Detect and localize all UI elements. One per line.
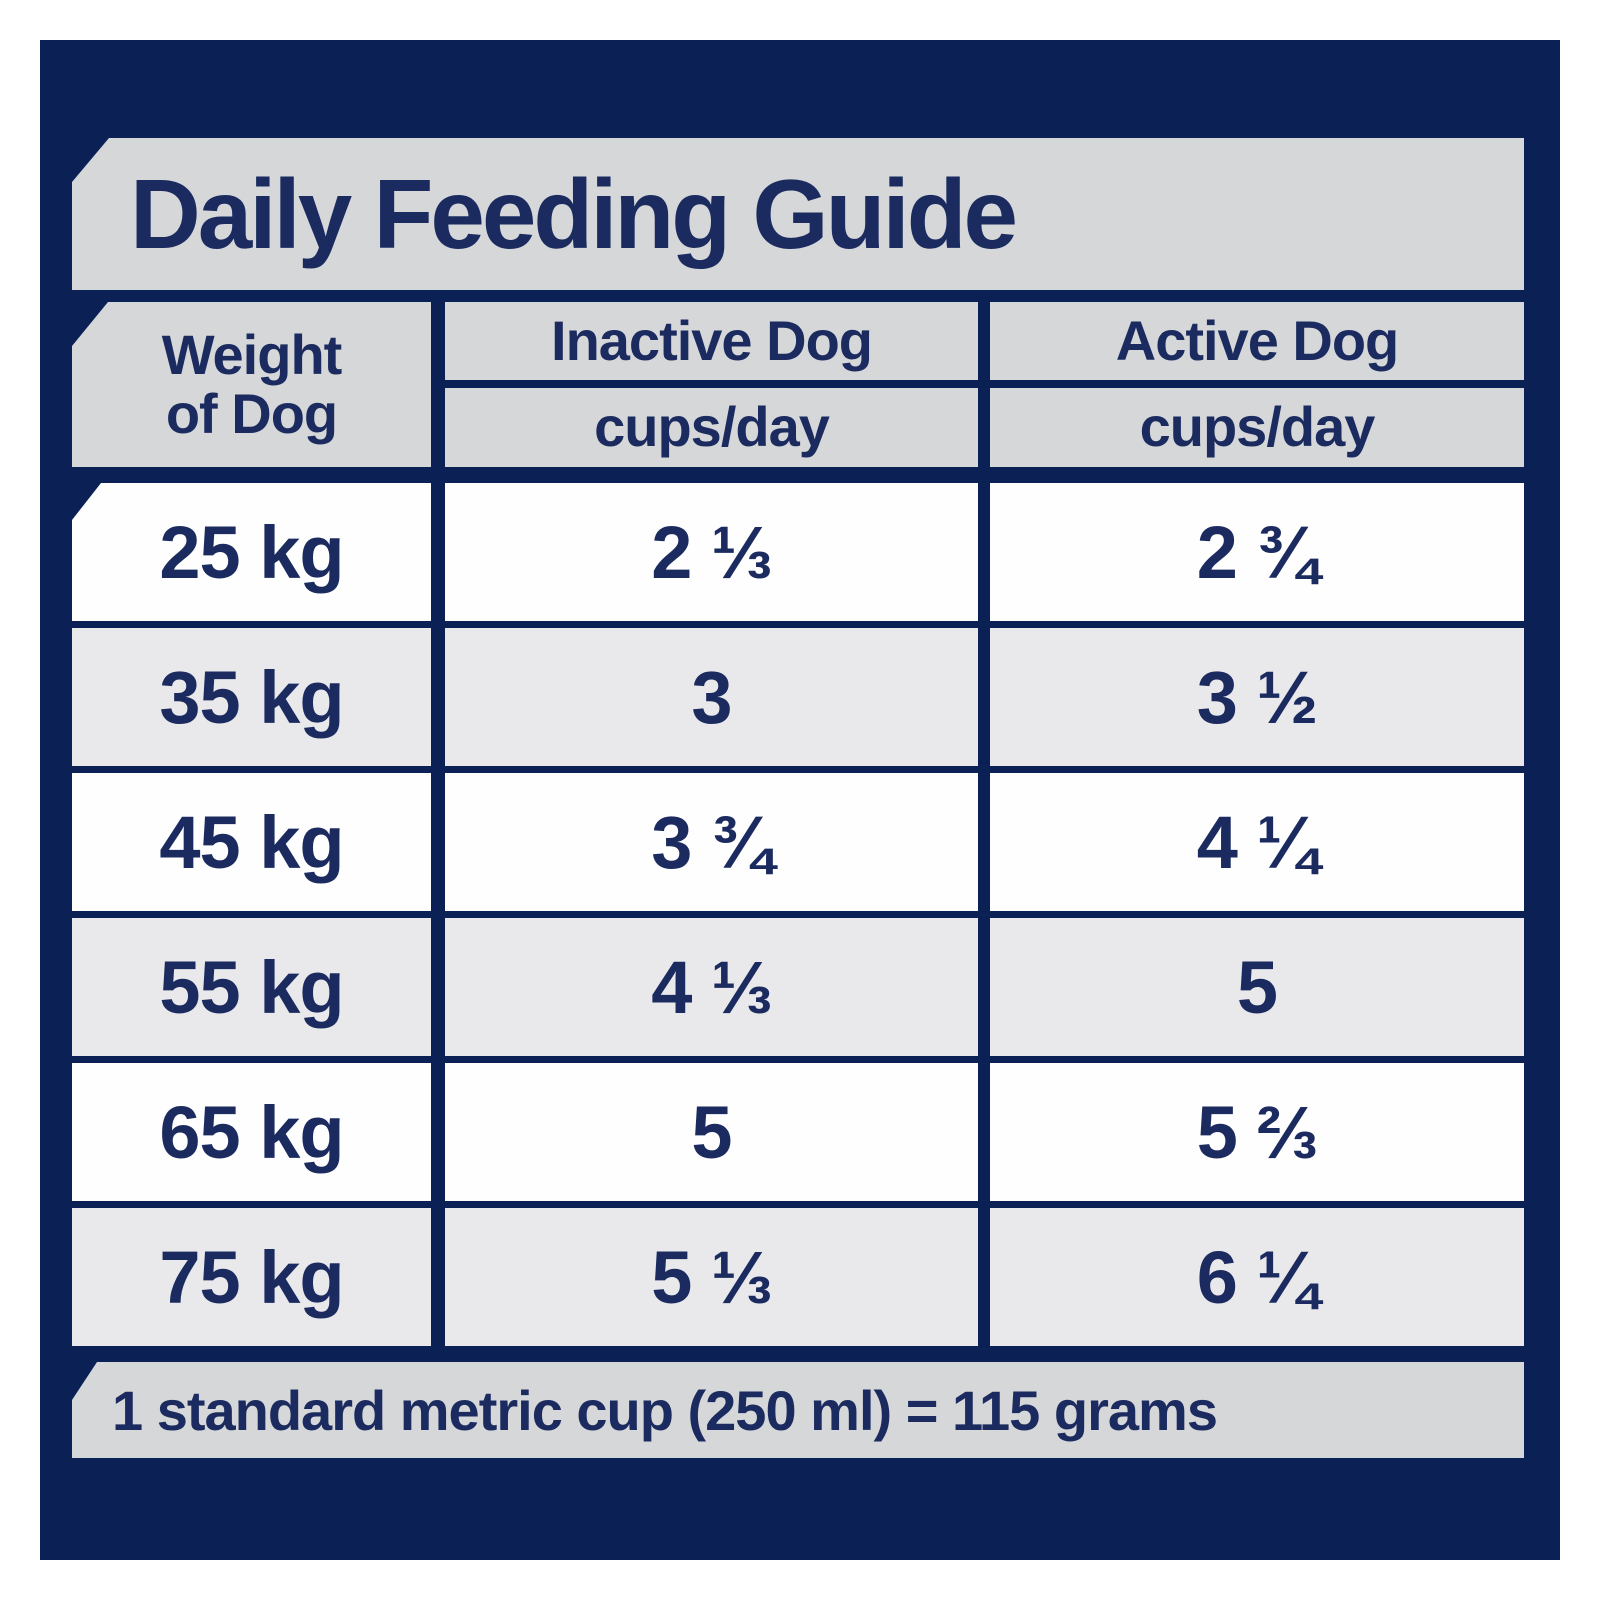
weight-header-line2: of Dog (165, 381, 338, 445)
inactive-cell-35kg: 3 (445, 628, 978, 766)
navy-panel: Daily Feeding Guide Weight of Dog Inacti… (40, 40, 1560, 1560)
active-cell-35kg: 3 ½ (990, 628, 1524, 766)
inactive-cell-25kg: 2 ⅓ (445, 483, 978, 621)
active-cell-45kg: 4 ¼ (990, 773, 1524, 911)
feeding-table: Weight of Dog Inactive Dog cups/day Acti… (72, 302, 1524, 1346)
inactive-cell-75kg: 5 ⅓ (445, 1208, 978, 1346)
column-header-inactive-dog: Inactive Dog (445, 302, 978, 380)
column-header-weight: Weight of Dog (72, 302, 431, 467)
inactive-cell-65kg: 5 (445, 1063, 978, 1201)
weight-header-text: Weight of Dog (161, 322, 343, 445)
weight-cell-45kg: 45 kg (72, 773, 431, 911)
cup-conversion-note: 1 standard metric cup (250 ml) = 115 gra… (72, 1362, 1524, 1458)
page-title: Daily Feeding Guide (72, 138, 1524, 290)
inactive-cell-45kg: 3 ¾ (445, 773, 978, 911)
weight-cell-55kg: 55 kg (72, 918, 431, 1056)
weight-cell-35kg: 35 kg (72, 628, 431, 766)
active-cell-75kg: 6 ¼ (990, 1208, 1524, 1346)
inactive-cell-55kg: 4 ⅓ (445, 918, 978, 1056)
weight-cell-65kg: 65 kg (72, 1063, 431, 1201)
active-cell-55kg: 5 (990, 918, 1524, 1056)
column-subheader-inactive-units: cups/day (445, 388, 978, 467)
column-header-active-dog: Active Dog (990, 302, 1524, 380)
column-subheader-active-units: cups/day (990, 388, 1524, 467)
weight-cell-25kg: 25 kg (72, 483, 431, 621)
active-cell-65kg: 5 ⅔ (990, 1063, 1524, 1201)
weight-header-line1: Weight (161, 322, 343, 386)
weight-cell-75kg: 75 kg (72, 1208, 431, 1346)
active-cell-25kg: 2 ¾ (990, 483, 1524, 621)
